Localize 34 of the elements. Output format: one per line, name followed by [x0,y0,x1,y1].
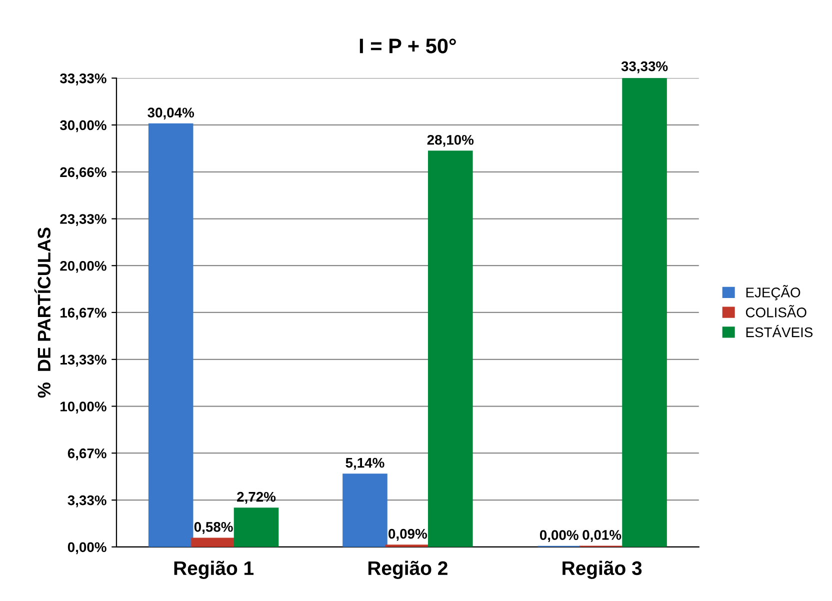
bar [428,150,473,547]
bar [342,474,388,547]
bar [234,508,279,547]
legend-label: COLISÃO [746,305,806,318]
data-label: 5,14% [346,458,384,470]
chart-title: I = P + 50° [360,38,456,54]
x-tick-label: Região 3 [562,560,642,580]
y-tick-label: 16,67% [60,308,106,320]
data-label: 0,58% [194,522,233,534]
y-tick-label: 33,33% [60,73,106,86]
data-label: 2,72% [237,492,276,504]
y-axis-title: % DE PARTÍCULAS [34,228,51,398]
data-label: 33,33% [621,61,668,74]
y-tick-label: 3,33% [68,495,106,508]
x-tick-label: Região 2 [368,560,448,580]
y-tick-label: 0,00% [68,542,106,554]
bar [191,538,236,547]
data-label: 0,01% [582,530,622,542]
data-label: 28,10% [427,134,474,147]
bar [622,78,667,547]
y-tick-label: 20,00% [60,260,106,273]
y-tick-label: 23,33% [60,214,106,226]
bar [148,123,194,547]
y-tick-label: 30,00% [60,120,106,132]
legend-label: ESTÁVEIS [746,325,813,338]
legend-label: EJEÇÃO [746,285,800,300]
y-tick-label: 13,33% [60,354,106,367]
data-label: 0,09% [388,528,428,541]
y-tick-label: 6,67% [68,448,106,460]
x-tick-label: Região 1 [174,560,254,580]
data-label: 0,00% [540,530,578,542]
y-tick-label: 26,66% [60,167,106,180]
data-label: 30,04% [148,108,194,120]
y-tick-label: 10,00% [60,402,106,414]
